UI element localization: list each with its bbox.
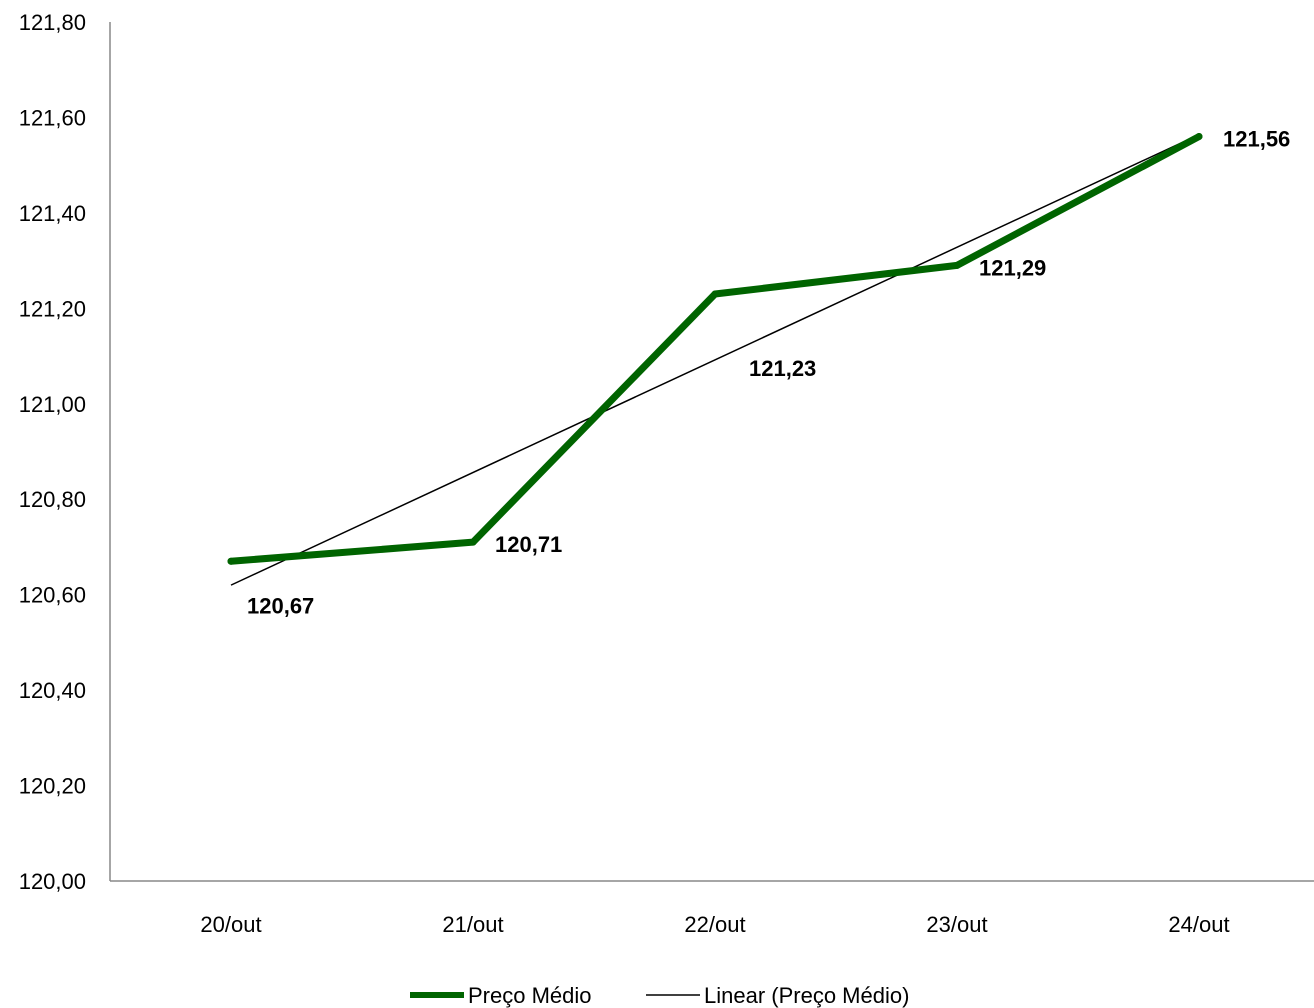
legend-label-linear: Linear (Preço Médio) — [704, 983, 909, 1008]
y-tick-label: 121,00 — [19, 392, 86, 417]
data-point — [953, 261, 961, 269]
legend-label-preco-medio: Preço Médio — [468, 983, 592, 1008]
x-tick-label: 23/out — [926, 912, 987, 937]
y-tick-label: 120,20 — [19, 774, 86, 799]
data-point — [1195, 133, 1203, 141]
data-label: 121,56 — [1223, 127, 1290, 152]
data-labels: 120,67 120,71 121,23 121,29 121,56 — [247, 127, 1290, 619]
data-label: 120,67 — [247, 593, 314, 618]
y-tick-label: 121,80 — [19, 10, 86, 35]
data-label: 121,23 — [749, 356, 816, 381]
data-point — [711, 290, 719, 298]
data-point — [227, 557, 235, 565]
x-axis-tick-labels: 20/out 21/out 22/out 23/out 24/out — [200, 912, 1229, 937]
y-tick-label: 121,40 — [19, 201, 86, 226]
series-group — [227, 133, 1203, 565]
y-tick-label: 120,00 — [19, 869, 86, 894]
x-tick-label: 20/out — [200, 912, 261, 937]
y-tick-label: 120,40 — [19, 678, 86, 703]
y-tick-label: 121,60 — [19, 105, 86, 130]
y-tick-label: 120,80 — [19, 487, 86, 512]
y-tick-label: 120,60 — [19, 583, 86, 608]
data-label: 121,29 — [979, 255, 1046, 280]
trendline-group — [230, 133, 1200, 586]
data-point — [469, 538, 477, 546]
data-label: 120,71 — [495, 532, 562, 557]
trendline-linear — [230, 133, 1200, 586]
x-tick-label: 22/out — [684, 912, 745, 937]
y-axis-tick-labels: 120,00 120,20 120,40 120,60 120,80 121,00 121,… — [19, 10, 86, 894]
x-tick-label: 24/out — [1168, 912, 1229, 937]
x-tick-label: 21/out — [442, 912, 503, 937]
legend: Preço Médio Linear (Preço Médio) — [410, 983, 909, 1008]
y-tick-label: 121,20 — [19, 296, 86, 321]
series-line-preco-medio — [227, 133, 1203, 565]
